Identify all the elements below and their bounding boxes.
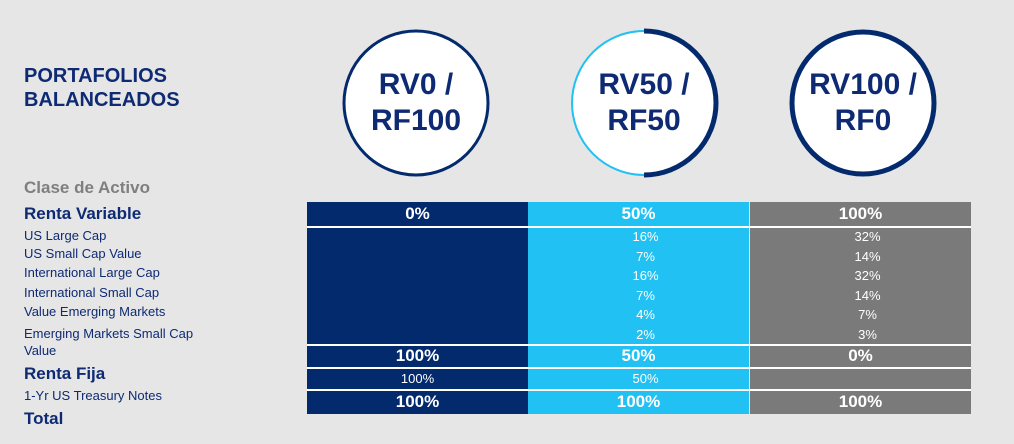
cell-rv50-us-small-value: 7%: [636, 249, 655, 264]
cell-rv100-us-large: 32%: [854, 229, 881, 244]
cell-rv0-treasury: 100%: [400, 371, 435, 386]
row-label-em-small-cap-value-1: Emerging Markets Small Cap: [24, 326, 194, 341]
divider-1: [307, 226, 971, 228]
cell-rv100-value-em: 7%: [858, 307, 877, 322]
cell-rv50-treasury: 50%: [632, 371, 659, 386]
column-rv0: [307, 202, 528, 414]
cell-rv50-intl-small: 7%: [636, 288, 655, 303]
portfolio-ring-rv50: [571, 28, 719, 178]
row-label-treasury: 1-Yr US Treasury Notes: [24, 388, 162, 403]
row-label-value-em: Value Emerging Markets: [24, 304, 166, 319]
cell-rv50-equity: 50%: [621, 204, 656, 223]
cell-rv0-total: 100%: [395, 392, 440, 411]
cell-rv50-em-small-value: 2%: [636, 327, 655, 342]
cell-rv100-intl-small: 14%: [854, 288, 881, 303]
row-label-intl-small-cap: International Small Cap: [24, 285, 160, 300]
cell-rv0-equity-subtotal: 100%: [395, 346, 440, 365]
cell-rv0-equity: 0%: [405, 204, 430, 223]
cell-rv50-equity-subtotal: 50%: [621, 346, 656, 365]
cell-rv100-intl-large: 32%: [854, 268, 881, 283]
cell-rv100-us-small-value: 14%: [854, 249, 881, 264]
portfolio-ring-rv0: [342, 29, 490, 177]
cell-rv50-value-em: 4%: [636, 307, 655, 322]
portfolio-label-rv100: RV100 / RF0: [809, 68, 917, 137]
cell-rv50-intl-large: 16%: [632, 268, 659, 283]
row-label-em-small-cap-value-2: Value: [24, 343, 57, 358]
row-label-fixed-income: Renta Fija: [24, 364, 106, 383]
row-label-total: Total: [24, 409, 64, 428]
divider-3: [307, 367, 971, 369]
header-asset-class: Clase de Activo: [24, 178, 150, 197]
cell-rv50-total: 100%: [616, 392, 661, 411]
row-label-equity: Renta Variable: [24, 204, 142, 223]
page-title: PORTAFOLIOS BALANCEADOS: [24, 64, 284, 112]
portfolio-label-rv0: RV0 / RF100: [370, 68, 462, 137]
cell-rv100-equity: 100%: [838, 204, 883, 223]
cell-rv100-em-small-value: 3%: [858, 327, 877, 342]
portfolio-label-rv50: RV50 / RF50: [598, 68, 690, 137]
portfolio-circle-rv100: RV100 / RF0: [789, 29, 937, 177]
title-line-1: PORTAFOLIOS: [24, 65, 167, 87]
portfolio-circle-rv50: RV50 / RF50: [571, 28, 719, 178]
title-line-2: BALANCEADOS: [24, 89, 180, 111]
portfolio-ring-rv100: [789, 29, 937, 177]
divider-4: [307, 389, 971, 391]
divider-2: [307, 344, 971, 346]
cell-rv100-equity-subtotal: 0%: [848, 346, 873, 365]
portfolio-circle-rv0: RV0 / RF100: [342, 29, 490, 177]
row-label-us-large-cap: US Large Cap: [24, 228, 107, 243]
column-rv50: [528, 202, 749, 414]
row-label-intl-large-cap: International Large Cap: [24, 265, 160, 280]
cell-rv100-total: 100%: [838, 392, 883, 411]
row-label-us-small-cap-value: US Small Cap Value: [24, 246, 142, 261]
cell-rv50-us-large: 16%: [632, 229, 659, 244]
column-rv100: [750, 202, 971, 414]
